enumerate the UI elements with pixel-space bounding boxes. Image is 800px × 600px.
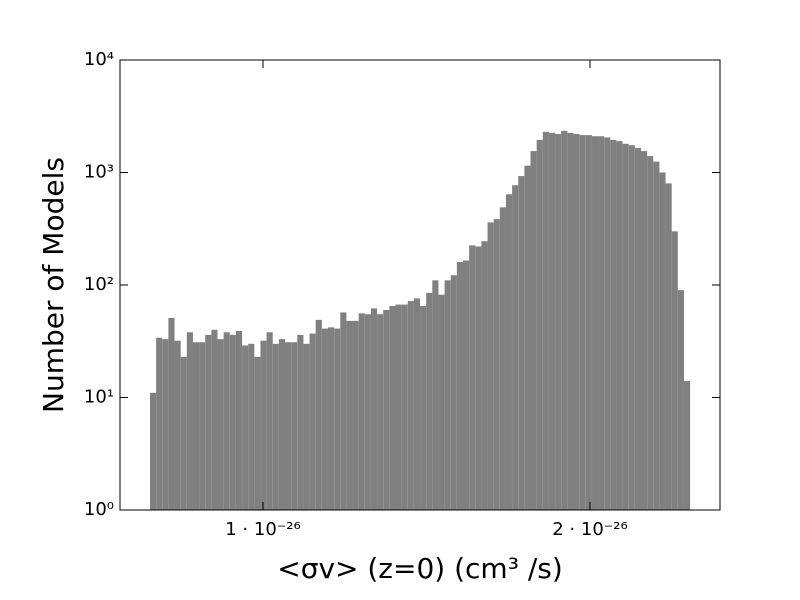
x-tick-label: 1 · 10⁻²⁶ bbox=[225, 519, 300, 540]
bar bbox=[548, 132, 556, 511]
bar bbox=[628, 145, 635, 511]
bar bbox=[555, 133, 562, 510]
bar bbox=[229, 334, 236, 510]
y-tick-label: 10⁴ bbox=[84, 49, 114, 70]
bar bbox=[524, 165, 531, 510]
bar bbox=[518, 176, 525, 511]
bar bbox=[199, 342, 206, 510]
bar bbox=[217, 339, 224, 510]
bar bbox=[444, 280, 451, 510]
bar bbox=[272, 343, 279, 510]
bar bbox=[205, 334, 212, 510]
bar bbox=[303, 343, 310, 510]
bar bbox=[567, 132, 574, 511]
bar bbox=[456, 262, 464, 510]
bar bbox=[370, 308, 378, 510]
bar bbox=[401, 304, 408, 510]
bar bbox=[407, 301, 414, 510]
bar bbox=[505, 194, 513, 510]
bar bbox=[315, 319, 322, 510]
y-tick-label: 10¹ bbox=[84, 387, 114, 408]
bar bbox=[530, 151, 537, 510]
bar bbox=[389, 306, 396, 510]
bar bbox=[321, 328, 328, 510]
bar bbox=[610, 139, 617, 511]
bar bbox=[327, 327, 335, 510]
bar bbox=[647, 156, 654, 510]
bar bbox=[309, 333, 316, 510]
bar bbox=[260, 340, 267, 510]
bar bbox=[235, 331, 243, 510]
bar bbox=[278, 339, 286, 510]
bar bbox=[432, 280, 439, 510]
bar bbox=[377, 314, 384, 510]
bar bbox=[149, 392, 157, 510]
bar bbox=[438, 294, 445, 510]
bar bbox=[426, 292, 433, 510]
bar bbox=[481, 241, 488, 510]
y-tick-label: 10² bbox=[84, 274, 114, 295]
bar bbox=[420, 306, 427, 510]
bar bbox=[358, 313, 365, 510]
bar bbox=[364, 314, 371, 510]
bar bbox=[291, 342, 298, 510]
y-tick-label: 10³ bbox=[84, 162, 114, 183]
bar bbox=[573, 133, 580, 510]
bar bbox=[186, 332, 193, 510]
bar bbox=[591, 136, 599, 510]
bar bbox=[671, 231, 678, 510]
bar bbox=[248, 343, 255, 510]
bar bbox=[683, 381, 691, 510]
x-axis-label: <σv> (z=0) (cm³ /s) bbox=[277, 552, 563, 585]
bar bbox=[616, 141, 623, 511]
bar bbox=[383, 309, 390, 510]
bar bbox=[254, 356, 261, 510]
bar bbox=[469, 245, 476, 511]
bar bbox=[352, 320, 359, 510]
bar bbox=[640, 151, 648, 510]
bar bbox=[174, 340, 181, 510]
bar bbox=[622, 143, 629, 510]
bar bbox=[211, 329, 218, 510]
bar bbox=[180, 356, 187, 510]
bar bbox=[536, 139, 543, 511]
bar bbox=[634, 148, 641, 510]
y-tick-label: 10⁰ bbox=[84, 499, 114, 520]
bar bbox=[579, 135, 586, 510]
bar bbox=[499, 207, 506, 510]
bar bbox=[585, 135, 592, 510]
x-tick-label: 2 · 10⁻²⁶ bbox=[552, 519, 627, 540]
bar bbox=[542, 131, 549, 511]
bar bbox=[604, 137, 611, 511]
bar bbox=[168, 317, 175, 510]
bar bbox=[223, 332, 230, 510]
bar bbox=[665, 183, 672, 510]
bar bbox=[297, 334, 304, 510]
bar bbox=[598, 136, 605, 510]
bar bbox=[475, 246, 482, 510]
bar bbox=[395, 304, 402, 510]
bar bbox=[346, 320, 353, 510]
bar bbox=[450, 275, 457, 510]
bar bbox=[413, 298, 421, 510]
bar bbox=[285, 342, 292, 510]
bar bbox=[334, 328, 341, 510]
bar bbox=[487, 222, 494, 511]
bar bbox=[463, 260, 470, 510]
bar bbox=[156, 337, 163, 510]
bar bbox=[677, 290, 684, 510]
bar bbox=[653, 161, 660, 510]
y-axis-label: Number of Models bbox=[37, 157, 70, 413]
bar bbox=[242, 345, 249, 510]
bar bbox=[192, 342, 200, 510]
bar bbox=[512, 185, 519, 511]
bar bbox=[162, 339, 169, 510]
bar bbox=[493, 219, 500, 510]
bar bbox=[340, 312, 347, 510]
bar bbox=[561, 130, 568, 510]
bar bbox=[266, 332, 273, 510]
bar bbox=[659, 172, 666, 510]
